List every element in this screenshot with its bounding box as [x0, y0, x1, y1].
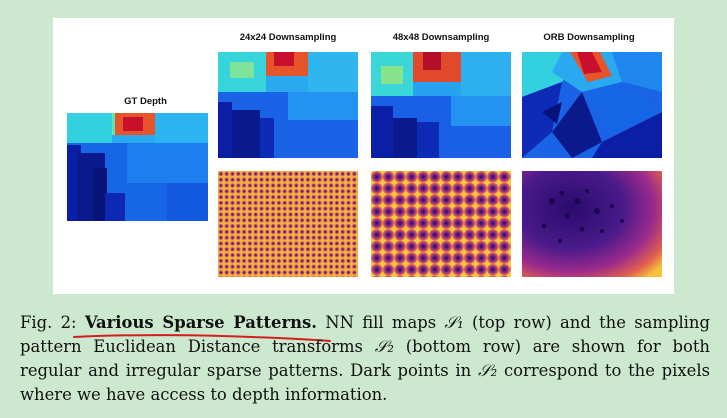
edt-24x24-image — [218, 171, 358, 277]
caption-line2b: (bottom row) are shown for both — [394, 337, 710, 356]
caption-lead: Various Sparse Patterns. — [84, 313, 317, 332]
figure-caption: Fig. 2: Various Sparse Patterns. NN fill… — [20, 311, 710, 407]
edt-48x48-image — [371, 171, 511, 277]
symbol-s2-second: 𝒮₂ — [477, 361, 498, 380]
caption-line1-rest: NN fill maps — [316, 313, 445, 332]
col-title-24x24: 24x24 Downsampling — [239, 32, 337, 43]
gt-depth-title: GT Depth — [124, 96, 167, 107]
gt-depth-image — [67, 113, 208, 221]
symbol-s1: 𝒮₁ — [444, 313, 464, 332]
col-title-48x48: 48x48 Downsampling — [392, 32, 490, 43]
caption-line3: regular and irregular sparse patterns. D… — [20, 361, 478, 380]
caption-line3b: correspond to the pixels — [497, 361, 710, 380]
col-title-orb: ORB Downsampling — [543, 32, 635, 43]
nn-fill-48x48-image — [371, 52, 511, 158]
edt-orb-image — [522, 171, 662, 277]
caption-line2a: pattern Euclidean Distance transforms — [20, 337, 375, 356]
caption-prefix: Fig. 2: — [20, 313, 85, 332]
caption-line1-tail: (top row) and the sampling — [463, 313, 710, 332]
symbol-s2: 𝒮₂ — [374, 337, 394, 356]
figure-panel: GT Depth 24x24 Downsampling 48x48 Downsa… — [53, 18, 674, 294]
caption-line4: where we have access to depth informatio… — [20, 385, 388, 404]
nn-fill-orb-image — [522, 52, 662, 158]
nn-fill-24x24-image — [218, 52, 358, 158]
red-underline-annotation — [73, 334, 331, 342]
